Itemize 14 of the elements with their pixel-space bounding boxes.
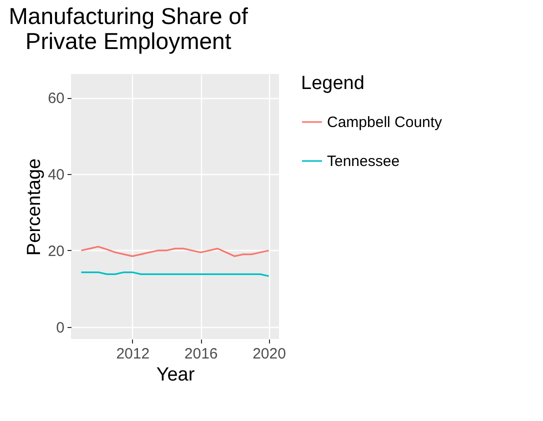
legend-label: Campbell County: [327, 114, 443, 131]
legend-label: Tennessee: [327, 153, 400, 170]
y-axis-title: Percentage: [24, 158, 45, 256]
y-tick-label: 60: [48, 90, 64, 108]
x-tick-label: 2020: [252, 346, 286, 362]
legend-title: Legend: [301, 73, 364, 94]
x-tick-label: 2016: [184, 346, 218, 362]
y-tick-label: 0: [56, 319, 64, 336]
y-tick-label: 40: [48, 166, 64, 184]
x-tick-label: 2012: [116, 346, 150, 362]
chart-title: Manufacturing Share of Private Employment: [8, 3, 248, 54]
line-series: [80, 246, 270, 258]
y-tick-label: 20: [48, 242, 64, 260]
x-axis-title: Year: [156, 364, 196, 386]
